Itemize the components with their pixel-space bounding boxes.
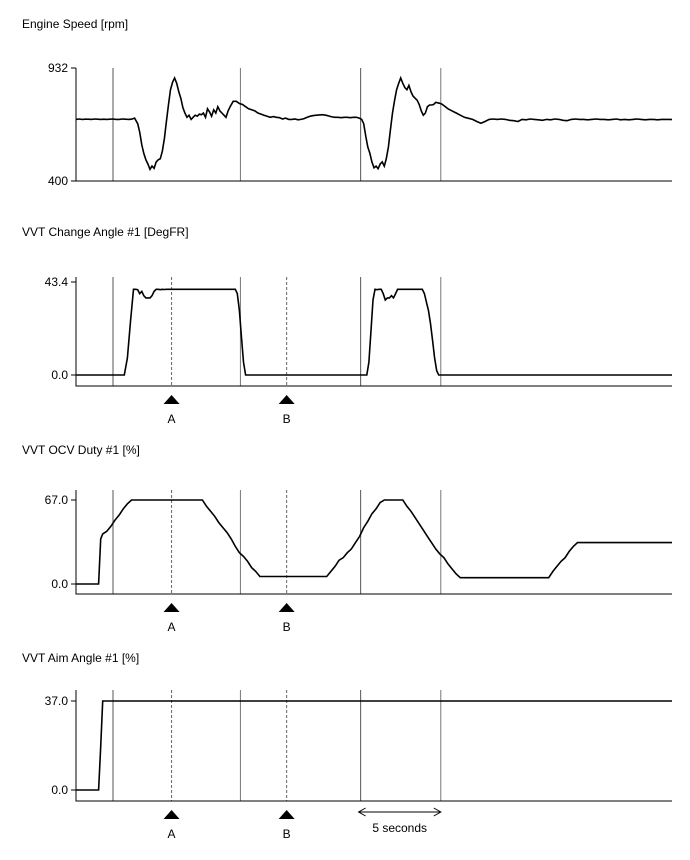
marker-triangle-icon xyxy=(164,395,180,404)
chart-title: VVT OCV Duty #1 [%] xyxy=(22,443,140,457)
marker-triangle-icon xyxy=(164,810,180,819)
y-tick-label: 400 xyxy=(48,174,68,188)
y-tick-label: 0.0 xyxy=(51,577,68,591)
chart-title: VVT Change Angle #1 [DegFR] xyxy=(22,225,189,239)
y-tick-label: 0.0 xyxy=(51,368,68,382)
time-dividers xyxy=(113,277,441,386)
marker-triangle-icon xyxy=(279,810,295,819)
marker-label: A xyxy=(168,827,176,841)
chart-engine-speed: Engine Speed [rpm] 400 932 xyxy=(22,17,672,188)
chart-title: VVT Aim Angle #1 [%] xyxy=(22,651,139,665)
marker-triangle-icon xyxy=(164,603,180,612)
y-ticks: 400 932 xyxy=(48,61,76,188)
y-tick-label: 37.0 xyxy=(45,694,69,708)
series-line xyxy=(76,701,672,790)
marker-triangle-icon xyxy=(279,603,295,612)
marker-label: B xyxy=(283,412,291,426)
marker-label: A xyxy=(168,412,176,426)
y-tick-label: 43.4 xyxy=(45,275,69,289)
marker-label: A xyxy=(168,620,176,634)
y-tick-label: 932 xyxy=(48,61,68,75)
time-dividers xyxy=(113,490,441,594)
series-line xyxy=(76,78,672,169)
y-tick-label: 67.0 xyxy=(45,493,69,507)
series-line xyxy=(76,289,672,375)
time-dividers xyxy=(113,690,441,801)
y-ticks: 0.0 67.0 xyxy=(45,493,76,591)
duration-annotation: 5 seconds xyxy=(359,808,441,835)
y-tick-label: 0.0 xyxy=(51,783,68,797)
axis-frame xyxy=(76,690,672,801)
marker-label: B xyxy=(283,827,291,841)
annotation-label: 5 seconds xyxy=(372,821,427,835)
marker-triangle-icon xyxy=(279,395,295,404)
y-ticks: 0.0 37.0 xyxy=(45,694,76,797)
marker-label: B xyxy=(283,620,291,634)
y-ticks: 0.0 43.4 xyxy=(45,275,76,382)
chart-title: Engine Speed [rpm] xyxy=(22,17,128,31)
series-line xyxy=(76,500,672,584)
